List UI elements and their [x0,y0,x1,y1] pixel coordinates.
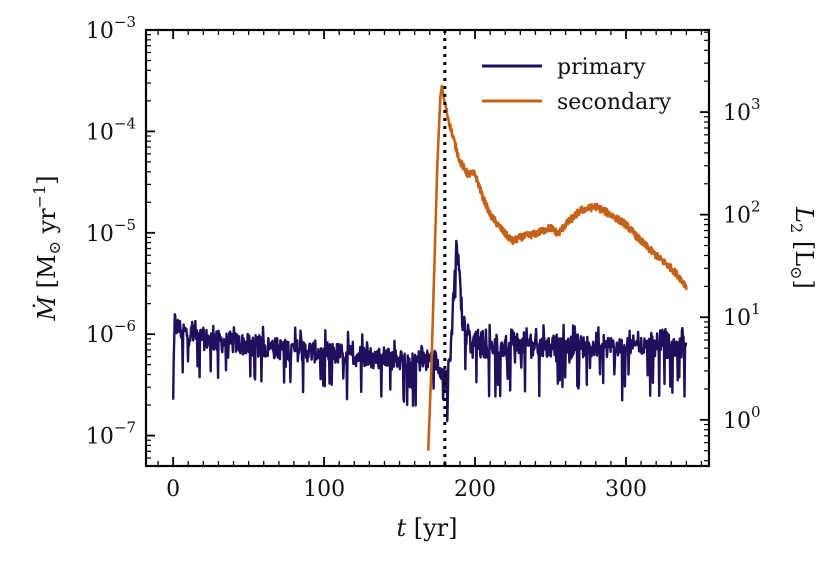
y-left-tick-label-3: 10−4 [86,114,136,145]
x-tick-label-0: 0 [166,477,180,502]
legend: primary secondary [482,55,672,115]
series-layer [172,30,688,466]
y-axis-label-left: Ṁ [M⊙ yr−1] [30,175,64,321]
y-left-tick-label-4: 10−3 [86,13,136,44]
x-tick-label-1: 100 [303,477,345,502]
y-right-tick-label-0: 100 [723,403,761,434]
y-axis-label-right: L2 [L⊙] [787,206,818,289]
y-left-tick-label-1: 10−6 [86,317,136,348]
x-tick-label-3: 300 [605,477,647,502]
y-left-tick-label-2: 10−5 [86,216,136,247]
x-tick-label-2: 200 [454,477,496,502]
y-left-tick-label-0: 10−7 [86,419,136,450]
legend-label-primary: primary [557,55,646,80]
series-line-primary [172,239,688,423]
y-right-tick-label-1: 101 [723,300,761,331]
legend-label-secondary: secondary [557,90,672,115]
tick-layer: 0 100 200 300 10−7 10−6 10−5 10−4 10−3 100 101 102 1… [86,13,761,502]
x-axis-label: t [yr] [396,514,457,542]
series-line-secondary [427,84,688,451]
y-right-tick-label-2: 102 [723,198,761,229]
y-right-tick-label-3: 103 [723,95,761,126]
